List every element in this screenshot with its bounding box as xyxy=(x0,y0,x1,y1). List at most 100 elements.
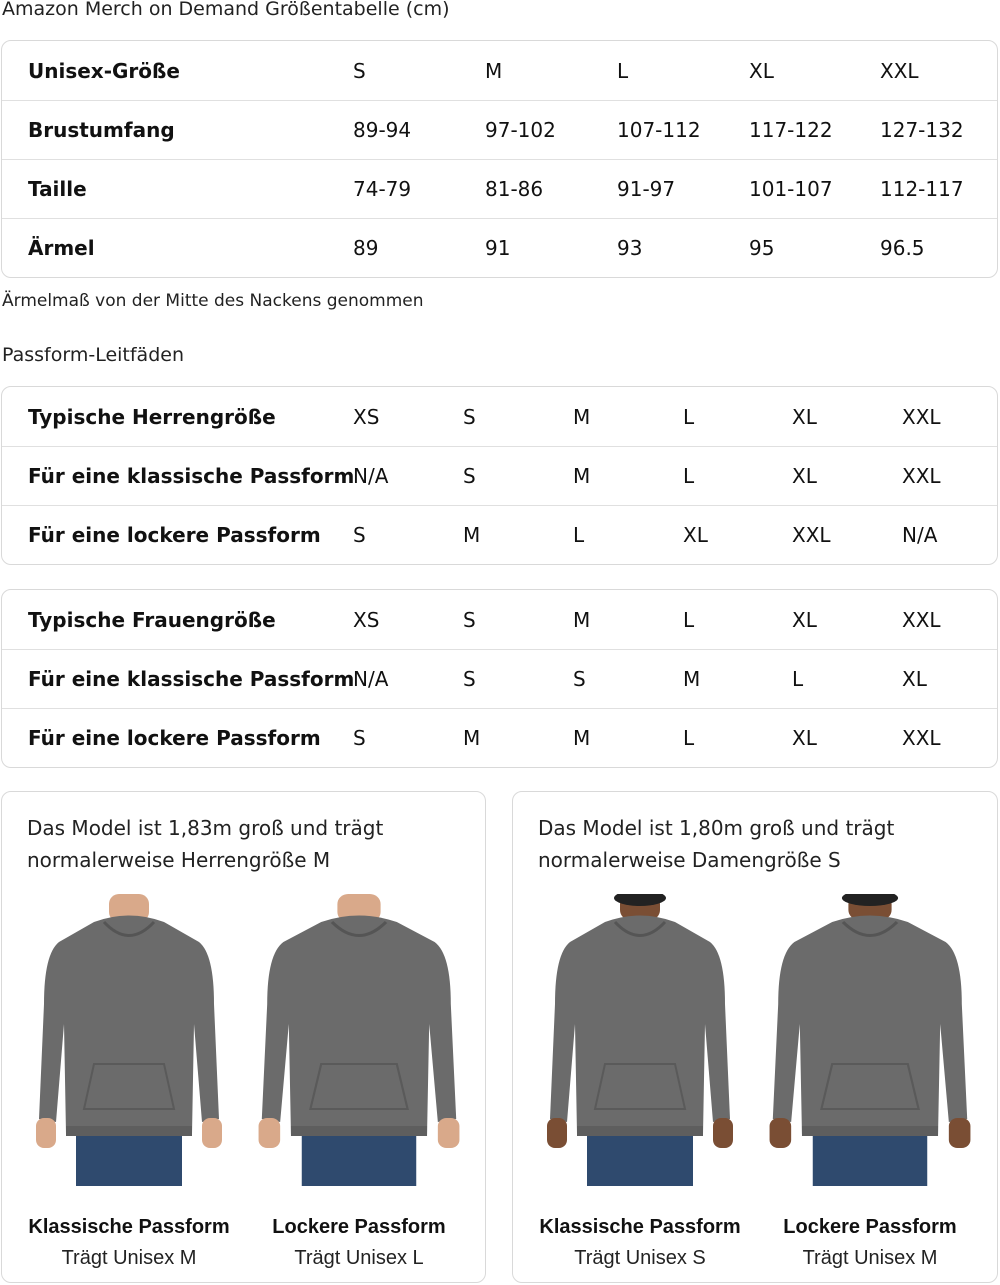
cell: M xyxy=(573,607,591,632)
cell: XL xyxy=(902,667,927,691)
classic-fit-figure: Klassische Passform Trägt Unisex S xyxy=(525,894,755,1270)
cell: N/A xyxy=(353,667,389,691)
cell: 91 xyxy=(485,236,511,260)
cell: XS xyxy=(353,607,380,632)
cell: 93 xyxy=(617,236,643,260)
women-model-card: Das Model ist 1,80m groß und trägt normal… xyxy=(512,791,998,1283)
cell: S xyxy=(353,726,366,750)
cell: 89-94 xyxy=(353,118,412,142)
men-model-card: Das Model ist 1,83m groß und trägt normal… xyxy=(1,791,486,1283)
cell: XXL xyxy=(902,464,941,488)
fit-caption: Lockere Passform xyxy=(783,1216,957,1238)
hoodie-model-image xyxy=(769,894,971,1186)
hoodie-model-image xyxy=(36,894,222,1186)
cell: M xyxy=(573,404,591,429)
model-description: Das Model ist 1,83m groß und trägt normal… xyxy=(27,816,384,872)
cell: 97-102 xyxy=(485,118,556,142)
cell: 96.5 xyxy=(880,236,925,260)
cell: XL xyxy=(792,726,817,750)
cell: M xyxy=(485,58,503,83)
cell: M xyxy=(573,726,591,750)
cell: XL xyxy=(683,523,708,547)
fit-caption: Klassische Passform xyxy=(539,1216,741,1238)
cell: 101-107 xyxy=(749,177,833,201)
cell: L xyxy=(683,607,695,632)
cell: M xyxy=(463,726,481,750)
cell: S xyxy=(353,523,366,547)
cell: N/A xyxy=(902,523,938,547)
size-chart-table: Unisex-Größe S M L XL XXL Brustumfang 89-94 97-1… xyxy=(1,40,998,278)
cell: XL xyxy=(749,58,774,83)
women-fit-table: Typische Frauengröße XS S M L XL XXL Für eine k… xyxy=(1,589,998,768)
row-label: Für eine klassische Passform xyxy=(28,464,355,488)
cell: M xyxy=(463,523,481,547)
table-row: Für eine lockere Passform S M M L XL XXL xyxy=(2,708,997,767)
cell: XXL xyxy=(902,607,941,632)
table-row: Brustumfang 89-94 97-102 107-112 117-122 127-… xyxy=(2,100,997,159)
cell: 95 xyxy=(749,236,775,260)
cell: S xyxy=(463,464,476,488)
table-row: Für eine lockere Passform S M L XL XXL N/A xyxy=(2,505,997,564)
cell: 112-117 xyxy=(880,177,964,201)
cell: XXL xyxy=(792,523,831,547)
men-fit-table: Typische Herrengröße XS S M L XL XXL Für eine k… xyxy=(1,386,998,565)
cell: XL xyxy=(792,464,817,488)
cell: XXL xyxy=(902,726,941,750)
row-label: Typische Frauengröße xyxy=(28,607,276,632)
cell: 107-112 xyxy=(617,118,701,142)
loose-fit-figure: Lockere Passform Trägt Unisex M xyxy=(755,894,985,1270)
cell: XL xyxy=(792,607,817,632)
fit-caption: Klassische Passform xyxy=(28,1216,230,1238)
hoodie-model-image xyxy=(547,894,733,1186)
table-row: Typische Herrengröße XS S M L XL XXL xyxy=(2,387,997,446)
size-worn: Trägt Unisex S xyxy=(574,1247,706,1269)
row-label: Für eine lockere Passform xyxy=(28,726,321,750)
table-row: Ärmel 89 91 93 95 96.5 xyxy=(2,218,997,277)
row-label: Unisex-Größe xyxy=(28,58,180,83)
cell: L xyxy=(792,667,804,691)
table-row: Taille 74-79 81-86 91-97 101-107 112-117 xyxy=(2,159,997,218)
cell: 91-97 xyxy=(617,177,676,201)
hoodie-model-image xyxy=(258,894,460,1186)
cell: S xyxy=(463,404,476,429)
row-label: Ärmel xyxy=(28,236,95,260)
cell: S xyxy=(463,607,476,632)
cell: 89 xyxy=(353,236,379,260)
cell: M xyxy=(683,667,701,691)
cell: L xyxy=(683,726,695,750)
table-row: Unisex-Größe S M L XL XXL xyxy=(2,41,997,100)
cell: L xyxy=(683,464,695,488)
table-row: Für eine klassische Passform N/A S S M L XL xyxy=(2,649,997,708)
size-worn: Trägt Unisex M xyxy=(61,1247,197,1269)
sleeve-note: Ärmelmaß von der Mitte des Nackens genom… xyxy=(2,291,424,311)
cell: 74-79 xyxy=(353,177,412,201)
cell: S xyxy=(463,667,476,691)
size-worn: Trägt Unisex L xyxy=(294,1247,424,1269)
cell: 127-132 xyxy=(880,118,964,142)
cell: L xyxy=(573,523,585,547)
fit-guides-title: Passform-Leitfäden xyxy=(2,344,184,366)
row-label: Brustumfang xyxy=(28,118,175,142)
cell: 117-122 xyxy=(749,118,833,142)
cell: S xyxy=(353,58,366,83)
row-label: Für eine lockere Passform xyxy=(28,523,321,547)
size-chart-title: Amazon Merch on Demand Größentabelle (cm… xyxy=(2,0,450,20)
fit-caption: Lockere Passform xyxy=(272,1216,446,1238)
cell: M xyxy=(573,464,591,488)
model-description: Das Model ist 1,80m groß und trägt normal… xyxy=(538,816,895,872)
cell: XXL xyxy=(902,404,941,429)
cell: XS xyxy=(353,404,380,429)
cell: L xyxy=(683,404,695,429)
cell: N/A xyxy=(353,464,389,488)
row-label: Typische Herrengröße xyxy=(28,404,276,429)
row-label: Taille xyxy=(28,177,87,201)
table-row: Typische Frauengröße XS S M L XL XXL xyxy=(2,590,997,649)
row-label: Für eine klassische Passform xyxy=(28,667,355,691)
loose-fit-figure: Lockere Passform Trägt Unisex L xyxy=(244,894,474,1270)
cell: S xyxy=(573,667,586,691)
size-worn: Trägt Unisex M xyxy=(802,1247,938,1269)
classic-fit-figure: Klassische Passform Trägt Unisex M xyxy=(14,894,244,1270)
cell: 81-86 xyxy=(485,177,544,201)
cell: L xyxy=(617,58,629,83)
cell: XXL xyxy=(880,58,919,83)
